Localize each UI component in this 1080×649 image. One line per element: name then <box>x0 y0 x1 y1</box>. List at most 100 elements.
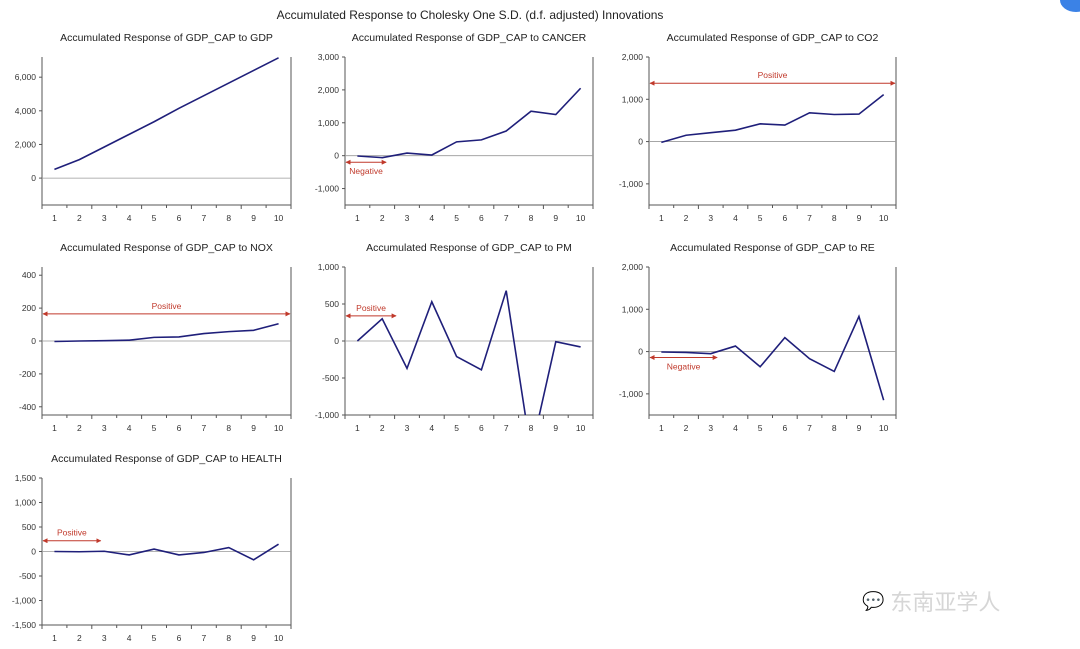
y-tick-label: 2,000 <box>622 262 644 272</box>
x-tick-label: 2 <box>77 633 82 643</box>
x-tick-label: 4 <box>127 213 132 223</box>
panel-title: Accumulated Response of GDP_CAP to HEALT… <box>51 453 282 465</box>
y-tick-label: -1,000 <box>619 179 643 189</box>
y-tick-label: -1,000 <box>315 410 339 420</box>
x-tick-label: 5 <box>454 213 459 223</box>
y-tick-label: 1,000 <box>318 262 340 272</box>
x-tick-label: 7 <box>201 633 206 643</box>
x-tick-label: 7 <box>807 423 812 433</box>
x-tick-label: 1 <box>355 213 360 223</box>
x-tick-label: 9 <box>857 213 862 223</box>
x-tick-label: 3 <box>102 213 107 223</box>
y-tick-label: -1,000 <box>12 596 36 606</box>
x-tick-label: 3 <box>708 213 713 223</box>
figure-title: Accumulated Response to Cholesky One S.D… <box>277 8 664 22</box>
x-tick-label: 9 <box>251 633 256 643</box>
y-tick-label: 2,000 <box>622 52 644 62</box>
y-tick-label: -1,000 <box>315 184 339 194</box>
y-tick-label: 0 <box>31 547 36 557</box>
x-tick-label: 6 <box>177 423 182 433</box>
x-tick-label: 9 <box>251 213 256 223</box>
x-tick-label: 2 <box>380 423 385 433</box>
x-tick-label: 1 <box>659 423 664 433</box>
x-tick-label: 7 <box>504 213 509 223</box>
y-tick-label: 0 <box>638 347 643 357</box>
x-tick-label: 1 <box>52 633 57 643</box>
x-tick-label: 6 <box>177 633 182 643</box>
response-line <box>661 94 885 144</box>
x-tick-label: 10 <box>274 423 284 433</box>
y-tick-label: 3,000 <box>318 52 340 62</box>
x-tick-label: 4 <box>429 423 434 433</box>
x-tick-label: 6 <box>479 423 484 433</box>
annotation-label: Positive <box>57 528 87 538</box>
x-tick-label: 9 <box>553 213 558 223</box>
panel-title: Accumulated Response of GDP_CAP to NOX <box>60 242 273 254</box>
response-line <box>54 322 279 343</box>
x-tick-label: 10 <box>274 633 284 643</box>
x-tick-label: 8 <box>832 423 837 433</box>
x-tick-label: 5 <box>152 213 157 223</box>
y-tick-label: 500 <box>22 522 36 532</box>
x-tick-label: 7 <box>807 213 812 223</box>
panel-title: Accumulated Response of GDP_CAP to GDP <box>60 32 273 44</box>
panel-5: Accumulated Response of GDP_CAP to PM -1,… <box>315 242 594 433</box>
y-tick-label: 4,000 <box>15 106 37 116</box>
response-line <box>357 87 582 159</box>
y-tick-label: 1,000 <box>318 118 340 128</box>
x-tick-label: 6 <box>479 213 484 223</box>
x-tick-label: 2 <box>380 213 385 223</box>
panel-7: Accumulated Response of GDP_CAP to HEALT… <box>12 453 292 643</box>
x-tick-label: 4 <box>127 423 132 433</box>
x-tick-label: 4 <box>127 633 132 643</box>
y-tick-label: 500 <box>325 299 339 309</box>
y-tick-label: 400 <box>22 270 36 280</box>
x-tick-label: 1 <box>52 423 57 433</box>
x-tick-label: 8 <box>529 423 534 433</box>
x-tick-label: 3 <box>102 423 107 433</box>
x-tick-label: 5 <box>152 633 157 643</box>
x-tick-label: 10 <box>576 213 586 223</box>
y-tick-label: -1,000 <box>619 389 643 399</box>
x-tick-label: 10 <box>576 423 586 433</box>
y-tick-label: 0 <box>638 137 643 147</box>
panel-title: Accumulated Response of GDP_CAP to RE <box>670 242 875 254</box>
panel-1: Accumulated Response of GDP_CAP to GDP 0 2… <box>15 32 292 223</box>
panel-4: Accumulated Response of GDP_CAP to NOX -4… <box>19 242 292 433</box>
panel-title: Accumulated Response of GDP_CAP to PM <box>366 242 572 254</box>
annotation-label: Positive <box>758 70 788 80</box>
annotation-label: Positive <box>356 303 386 313</box>
panel-title: Accumulated Response of GDP_CAP to CANCE… <box>352 32 587 44</box>
x-tick-label: 8 <box>226 213 231 223</box>
y-tick-label: -1,500 <box>12 620 36 630</box>
x-tick-label: 2 <box>684 423 689 433</box>
x-tick-label: 5 <box>758 423 763 433</box>
panel-6: Accumulated Response of GDP_CAP to RE -1,… <box>619 242 897 433</box>
y-tick-label: -400 <box>19 402 36 412</box>
annotation-label: Positive <box>152 301 182 311</box>
x-tick-label: 9 <box>553 423 558 433</box>
response-line <box>661 314 885 401</box>
x-tick-label: 5 <box>758 213 763 223</box>
x-tick-label: 3 <box>405 423 410 433</box>
x-tick-label: 2 <box>684 213 689 223</box>
x-tick-label: 3 <box>708 423 713 433</box>
annotation-label: Negative <box>667 361 701 371</box>
y-tick-label: 1,500 <box>15 473 37 483</box>
y-tick-label: -500 <box>19 571 36 581</box>
y-tick-label: 200 <box>22 303 36 313</box>
y-tick-label: 0 <box>31 336 36 346</box>
x-tick-label: 4 <box>733 213 738 223</box>
annotation-label: Negative <box>349 166 383 176</box>
x-tick-label: 10 <box>879 423 889 433</box>
x-tick-label: 5 <box>152 423 157 433</box>
x-tick-label: 8 <box>226 423 231 433</box>
x-tick-label: 8 <box>832 213 837 223</box>
x-tick-label: 10 <box>879 213 889 223</box>
x-tick-label: 3 <box>102 633 107 643</box>
x-tick-label: 2 <box>77 213 82 223</box>
watermark-text: 东南亚学人 <box>890 591 1001 616</box>
x-tick-label: 8 <box>529 213 534 223</box>
panel-title: Accumulated Response of GDP_CAP to CO2 <box>667 32 879 44</box>
